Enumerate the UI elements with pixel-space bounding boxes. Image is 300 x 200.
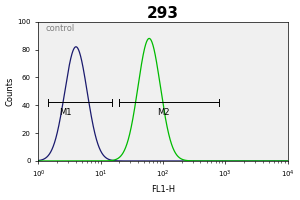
Y-axis label: Counts: Counts (6, 77, 15, 106)
Title: 293: 293 (147, 6, 179, 21)
X-axis label: FL1-H: FL1-H (151, 185, 175, 194)
Text: M1: M1 (60, 108, 72, 117)
Text: M2: M2 (157, 108, 170, 117)
Text: control: control (46, 24, 75, 33)
